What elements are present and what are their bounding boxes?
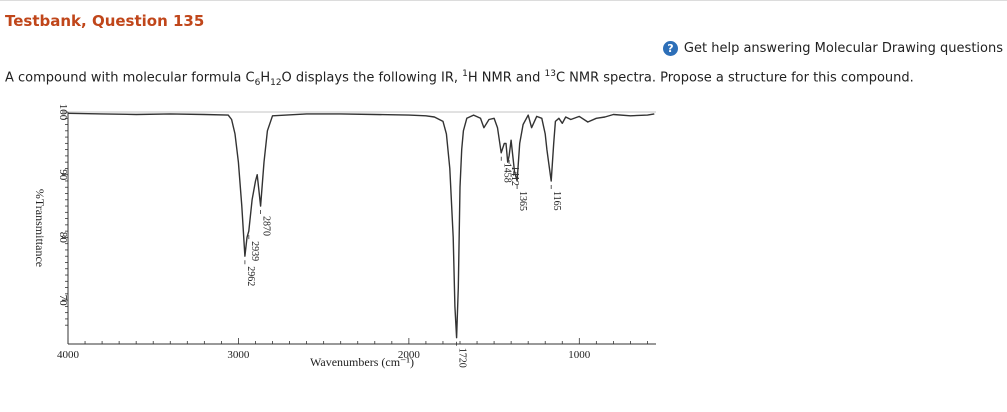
peak-label: 2870 [261, 216, 272, 236]
help-circle-icon: ? [662, 41, 678, 56]
peak-label: 1365 [517, 191, 528, 211]
x-axis-label: Wavenumbers (cm⁻¹) [310, 355, 414, 369]
question-title: Testbank, Question 135 [5, 12, 205, 30]
y-tick-label: 90 [57, 169, 69, 181]
help-link[interactable]: ? Get help answering Molecular Drawing q… [662, 41, 1003, 56]
y-tick-label: 80 [57, 232, 69, 244]
plot-frame [67, 111, 656, 345]
peak-label: 2939 [249, 241, 260, 261]
y-tick-label: 70 [57, 295, 69, 307]
y-tick-label: 100 [57, 104, 69, 121]
peak-label: 1165 [551, 191, 562, 211]
peak-label: 2962 [245, 266, 256, 286]
question-text: A compound with molecular formula C6H12O… [5, 69, 914, 88]
help-link-label: Get help answering Molecular Drawing que… [683, 41, 1003, 56]
peak-label: 1720 [457, 348, 468, 368]
peak-label: 1412 [509, 166, 520, 186]
y-axis-ticks: 100 90 80 70 [57, 104, 69, 326]
spectrum-trace [67, 112, 655, 339]
x-tick-label: 3000 [227, 349, 250, 361]
spectrum-line [67, 112, 655, 339]
x-tick-label: 4000 [57, 349, 80, 361]
x-tick-label: 1000 [568, 349, 591, 361]
y-axis-label: %Transmittance [33, 189, 47, 267]
x-axis-ticks: 4000 3000 2000 1000 [57, 338, 648, 361]
top-divider [0, 0, 1007, 1]
x-tick-label: 2000 [398, 349, 421, 361]
peak-label: 1458 [501, 163, 512, 183]
